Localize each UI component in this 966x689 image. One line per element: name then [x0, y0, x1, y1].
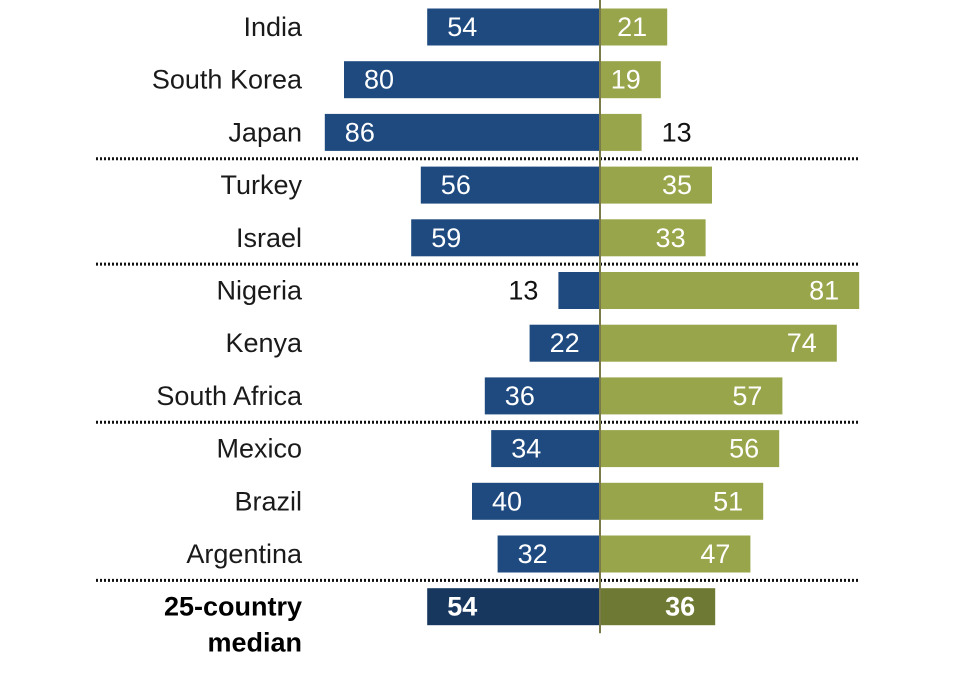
bar-left-japan: [324, 113, 600, 151]
bar-left-south-korea: [344, 61, 600, 99]
bar-left-kenya: [529, 324, 600, 362]
bar-right-nigeria: [600, 272, 860, 309]
bar-right-israel: [600, 219, 706, 257]
bar-right-india: [600, 8, 668, 46]
category-label-india: India: [243, 12, 303, 42]
category-label-mexico: Mexico: [216, 434, 302, 464]
value-left-argentina: 32: [518, 539, 548, 569]
category-label-israel: Israel: [236, 223, 302, 253]
bar-right-kenya: [600, 324, 837, 362]
value-right-nigeria: 81: [809, 276, 839, 306]
bar-left-israel: [411, 219, 600, 257]
value-left-india: 54: [447, 12, 477, 42]
value-left-kenya: 22: [550, 328, 580, 358]
value-right-brazil: 51: [713, 486, 743, 516]
group-separators: [96, 157, 860, 582]
category-label-brazil: Brazil: [234, 486, 302, 516]
category-label-argentina: Argentina: [186, 539, 303, 569]
category-label-turkey: Turkey: [220, 170, 302, 200]
bar-left-south-africa: [484, 377, 600, 415]
median-label-line1: 25-country: [164, 592, 302, 622]
bar-left-median: [427, 588, 600, 626]
value-left-turkey: 56: [441, 170, 471, 200]
value-left-brazil: 40: [492, 486, 522, 516]
value-left-mexico: 34: [511, 434, 541, 464]
bar-right-south-africa: [600, 377, 783, 415]
bar-left-argentina: [497, 535, 600, 573]
value-left-median: 54: [447, 592, 477, 622]
value-left-south-africa: 36: [505, 381, 535, 411]
category-label-south-korea: South Korea: [152, 65, 303, 95]
value-left-nigeria: 13: [508, 276, 538, 306]
value-right-japan: 13: [662, 117, 692, 147]
labels: India 54 21 South Korea 80 19 Japan 86 13 Turkey 5…: [152, 12, 839, 658]
bar-right-south-korea: [600, 61, 661, 99]
median-label-line2: median: [207, 628, 302, 658]
category-label-south-africa: South Africa: [156, 381, 303, 411]
bar-left-turkey: [420, 166, 600, 204]
bar-right-median: [600, 588, 716, 626]
category-label-japan: Japan: [228, 117, 302, 147]
value-right-india: 21: [617, 12, 647, 42]
category-label-kenya: Kenya: [225, 328, 303, 358]
bar-left-nigeria: [558, 272, 600, 309]
category-label-nigeria: Nigeria: [216, 276, 303, 306]
bar-right-japan: [600, 113, 642, 151]
bar-right-mexico: [600, 430, 780, 468]
value-left-japan: 86: [345, 117, 375, 147]
value-right-south-korea: 19: [611, 65, 641, 95]
bar-left-brazil: [472, 482, 600, 520]
bar-right-turkey: [600, 166, 712, 204]
bar-left-india: [427, 8, 600, 46]
bar-right-argentina: [600, 535, 751, 573]
value-right-mexico: 56: [729, 434, 759, 464]
bar-right-brazil: [600, 482, 764, 520]
value-right-kenya: 74: [787, 328, 817, 358]
value-right-turkey: 35: [662, 170, 692, 200]
bars: [324, 8, 860, 626]
bar-left-mexico: [491, 430, 600, 468]
value-right-median: 36: [665, 592, 695, 622]
value-right-south-africa: 57: [732, 381, 762, 411]
value-right-israel: 33: [656, 223, 686, 253]
value-left-israel: 59: [431, 223, 461, 253]
value-left-south-korea: 80: [364, 65, 394, 95]
value-right-argentina: 47: [700, 539, 730, 569]
